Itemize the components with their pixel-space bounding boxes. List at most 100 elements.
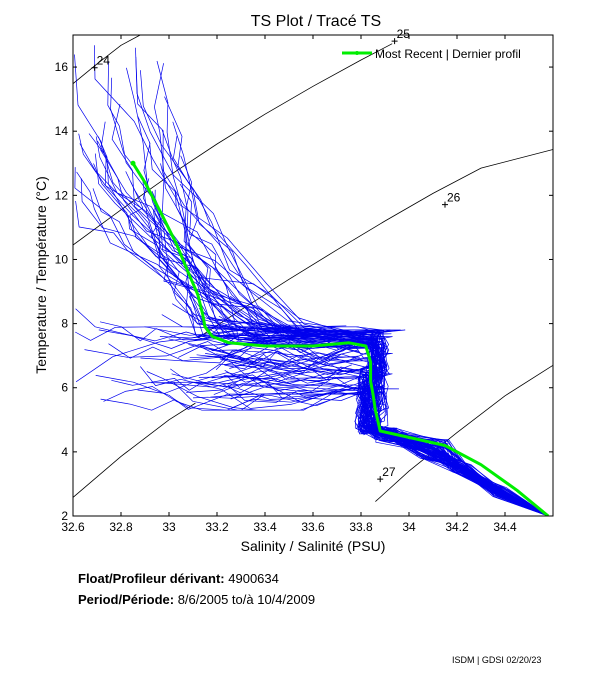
y-tick-label: 2 (61, 509, 68, 523)
profile-line (227, 384, 372, 403)
x-tick-label: 32.8 (109, 520, 133, 534)
y-axis: 2 4 6 8 10 12 14 16 (55, 60, 553, 523)
isopycnal-marker (91, 64, 98, 71)
x-tick-label: 33.2 (205, 520, 229, 534)
profile-line (198, 364, 347, 380)
profile-line (222, 355, 359, 369)
profile-line (196, 372, 372, 384)
profile-line (92, 188, 549, 516)
y-tick-label: 14 (55, 124, 69, 138)
x-tick-label: 34 (402, 520, 416, 534)
x-tick-label: 34.2 (445, 520, 469, 534)
profile-line (211, 366, 549, 516)
profile-line (111, 369, 549, 516)
profile-line (103, 386, 549, 516)
x-tick-label: 33.6 (301, 520, 325, 534)
profile-line (210, 390, 367, 401)
profile-line (221, 321, 362, 337)
profile-line (94, 45, 549, 516)
plot-area (73, 35, 553, 516)
profile-line (140, 366, 549, 516)
x-tick-label: 34.4 (493, 520, 517, 534)
profile-line (221, 350, 360, 369)
profile-line (224, 358, 352, 375)
profile-line (188, 325, 347, 342)
profile-line (111, 104, 549, 516)
x-tick-label: 32.6 (61, 520, 85, 534)
y-axis-label: Temperature / Température (°C) (33, 176, 49, 374)
isopycnal-marker (391, 38, 398, 45)
profile-line (219, 353, 370, 371)
profile-line (97, 136, 549, 516)
profile-line (154, 63, 549, 516)
profile-line (74, 54, 549, 516)
float-label: Float/Profileur dérivant: (78, 571, 225, 586)
legend-label: Most Recent | Dernier profil (375, 47, 521, 61)
isopycnal-label: 27 (382, 465, 396, 479)
float-value: 4900634 (228, 571, 279, 586)
footer-credit: ISDM | GDSI 02/20/23 (452, 655, 542, 665)
profile-line (100, 387, 549, 516)
x-tick-label: 33 (162, 520, 176, 534)
isopycnal-lines (73, 35, 553, 502)
y-tick-label: 12 (55, 188, 69, 202)
legend: Most Recent | Dernier profil (342, 47, 521, 61)
x-tick-label: 33.4 (253, 520, 277, 534)
x-axis-label: Salinity / Salinité (PSU) (241, 538, 386, 554)
isopycnal-27 (73, 402, 196, 498)
profile-line (150, 191, 549, 516)
isopycnal-27b (375, 364, 553, 502)
isopycnal-labels: 24 25 26 27 (91, 27, 461, 483)
profile-line (178, 339, 372, 358)
profile-line (137, 375, 549, 516)
x-tick-label: 33.8 (349, 520, 373, 534)
profile-line (222, 381, 370, 396)
profile-line (110, 77, 549, 516)
most-recent-start-marker (130, 160, 136, 166)
period-info: Period/Période: 8/6/2005 to/à 10/4/2009 (78, 592, 315, 607)
profile-line (170, 363, 370, 383)
profile-line (151, 381, 549, 516)
y-tick-label: 6 (61, 381, 68, 395)
profile-line (155, 376, 549, 516)
profile-line (135, 56, 549, 516)
x-axis: 32.6 32.8 33 33.2 33.4 33.6 33.8 34 34.2 34.4 (61, 35, 517, 534)
most-recent-layer (130, 160, 550, 516)
y-tick-label: 8 (61, 317, 68, 331)
isopycnal-25 (73, 43, 393, 246)
isopycnal-26 (197, 149, 553, 339)
isopycnal-label: 24 (97, 54, 111, 68)
profile-line (156, 60, 549, 516)
isopycnal-label: 25 (397, 27, 411, 41)
isopycnal-marker (442, 201, 448, 208)
profile-lines (74, 45, 549, 516)
profile-line (220, 330, 365, 347)
y-tick-label: 16 (55, 60, 69, 74)
period-value: 8/6/2005 to/à 10/4/2009 (177, 592, 316, 607)
most-recent-profile (131, 162, 550, 516)
profile-line (196, 347, 375, 363)
float-info: Float/Profileur dérivant: 4900634 (78, 571, 279, 586)
profile-line (161, 129, 549, 516)
isopycnal-label: 26 (447, 191, 461, 205)
profile-line (75, 329, 549, 516)
profile-line (95, 375, 549, 516)
profile-line (186, 376, 369, 393)
period-label: Period/Période: (78, 592, 175, 607)
profile-line (207, 370, 549, 516)
isopycnal-24 (73, 35, 141, 85)
isopycnal-marker (377, 476, 384, 483)
legend-marker (355, 51, 359, 55)
profile-line (100, 121, 549, 516)
profile-line (99, 321, 549, 516)
profile-line (95, 136, 549, 516)
y-tick-label: 4 (61, 445, 68, 459)
y-tick-label: 10 (55, 252, 69, 266)
profile-line (174, 190, 549, 516)
profile-line (140, 349, 549, 516)
plot-frame (72, 34, 554, 517)
chart-title: TS Plot / Tracé TS (251, 13, 381, 30)
profile-line (127, 215, 549, 516)
profile-line (237, 302, 549, 516)
